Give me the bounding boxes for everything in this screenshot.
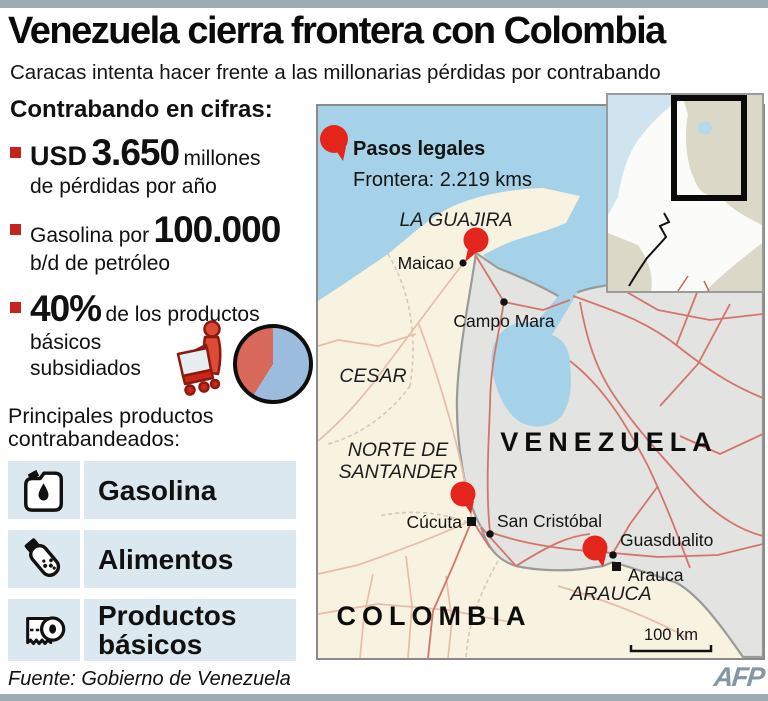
scale-label: 100 km xyxy=(644,626,698,644)
product-label: Productos básicos xyxy=(84,599,296,661)
city-guasdualito: Guasdualito xyxy=(620,530,713,550)
roads-venezuela xyxy=(427,255,763,658)
arauca-marker xyxy=(612,562,621,571)
svg-text:SANTANDER: SANTANDER xyxy=(339,461,458,483)
inset-locator-map xyxy=(606,93,764,293)
inset-venezuela xyxy=(682,95,762,225)
stat-subsidized: 40% de los productos básicos subsidiados xyxy=(30,289,315,380)
inset-focus-rectangle xyxy=(671,95,747,201)
product-label: Gasolina xyxy=(84,461,296,519)
bullet-icon xyxy=(10,302,21,313)
page-subtitle: Caracas intenta hacer frente a las millo… xyxy=(10,61,661,84)
maicao-pin-icon xyxy=(463,227,489,253)
region-cesar: CESAR xyxy=(339,365,406,387)
lake-maracaibo xyxy=(491,289,578,427)
campo-mara-marker xyxy=(500,298,508,306)
stat-gasoline: Gasolina por 100.000 b/d de petróleo xyxy=(30,210,315,276)
cucuta-pin-icon xyxy=(450,481,476,507)
shopping-cart-icon xyxy=(172,318,228,403)
bullet-icon xyxy=(10,147,21,158)
frontier-length: Frontera: 2.219 kms xyxy=(353,169,532,191)
page-title: Venezuela cierra frontera con Colombia xyxy=(8,10,666,52)
city-san-cristobal: San Cristóbal xyxy=(497,511,602,531)
region-arauca: ARAUCA xyxy=(569,583,651,605)
region-norte-de-santander: NORTE DE xyxy=(348,439,449,461)
scale-bar xyxy=(629,645,713,653)
toilet-paper-icon xyxy=(8,599,80,661)
city-cucuta: Cúcuta xyxy=(407,512,463,532)
region-la-guajira: LA GUAJIRA xyxy=(399,209,512,231)
legend-label: Pasos legales xyxy=(353,138,485,160)
map-svg: Pasos legales Frontera: 2.219 kms LA GUA… xyxy=(318,125,763,658)
source-credit: Fuente: Gobierno de Venezuela xyxy=(8,668,291,690)
border-crossing-pins xyxy=(320,125,608,567)
maicao-marker xyxy=(459,259,467,267)
guasdualito-pin-icon xyxy=(582,535,608,561)
stat-line: Gasolina por 100.000 xyxy=(30,209,281,250)
inset-sea xyxy=(608,95,682,215)
city-maicao: Maicao xyxy=(398,253,454,273)
inset-border-line xyxy=(628,212,671,287)
jerrycan-icon xyxy=(8,461,80,519)
products-heading: Principales productos contrabandeados: xyxy=(8,404,214,451)
inset-lake xyxy=(698,121,712,135)
top-bar xyxy=(0,0,768,8)
country-colombia: COLOMBIA xyxy=(337,601,532,631)
country-venezuela: VENEZUELA xyxy=(500,427,718,457)
city-arauca: Arauca xyxy=(628,565,684,585)
bottle-icon xyxy=(8,530,80,588)
city-campo-mara: Campo Mara xyxy=(453,311,554,331)
bullet-icon xyxy=(10,224,21,235)
stat-line: 40% de los productos xyxy=(30,288,260,329)
san-cristobal-marker xyxy=(486,530,494,538)
stats-heading: Contrabando en cifras: xyxy=(10,96,273,123)
stat-losses: USD 3.650 millones de pérdidas por año xyxy=(30,133,315,199)
afp-logo: AFP xyxy=(711,662,765,692)
cucuta-marker xyxy=(467,517,476,526)
product-label: Alimentos xyxy=(84,530,296,588)
legend-pin-icon xyxy=(320,125,348,153)
subsidized-pie-chart xyxy=(233,324,313,404)
stat-line: USD 3.650 millones xyxy=(30,132,261,173)
bottom-bar xyxy=(0,694,768,701)
guasdualito-marker xyxy=(609,551,617,559)
